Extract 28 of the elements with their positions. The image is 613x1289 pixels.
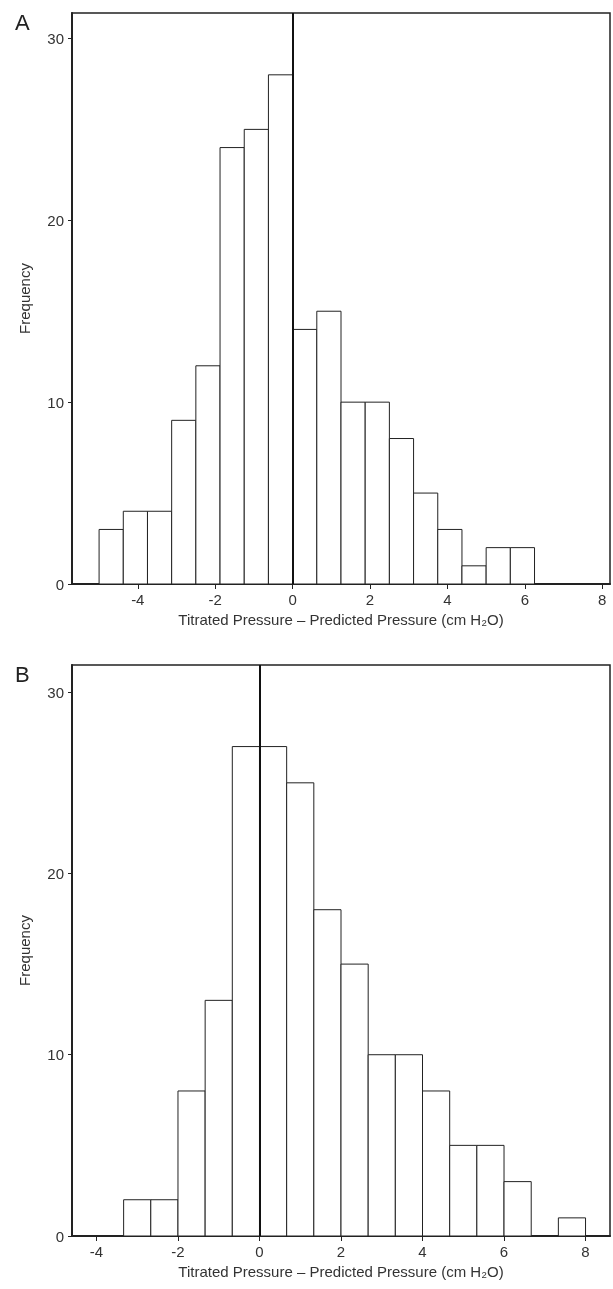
y-tick-label: 20: [47, 211, 64, 229]
x-tick-label: 8: [581, 1243, 590, 1260]
x-tick-label: 0: [255, 1243, 264, 1260]
x-tick-label: 4: [418, 1243, 427, 1260]
y-tick-label: 30: [47, 683, 64, 701]
y-tick-label: 0: [55, 1227, 64, 1245]
y-axis-title: Frequency: [16, 914, 33, 986]
x-axis-title: Titrated Pressure – Predicted Pressure (cm H₂O): [178, 611, 504, 628]
x-tick-label: 4: [443, 591, 452, 608]
x-tick-label: 6: [520, 591, 530, 608]
y-tick-label: 10: [47, 1046, 64, 1064]
y-tick-label: 20: [47, 864, 64, 882]
x-tick-label: -2: [208, 591, 222, 608]
x-tick-label: -2: [171, 1243, 185, 1260]
y-tick-label: 0: [55, 575, 64, 593]
chart-title: A: [15, 9, 30, 35]
x-tick-label: 2: [365, 591, 375, 608]
x-tick-label: 8: [598, 591, 607, 608]
x-tick-label: -4: [131, 591, 145, 608]
x-tick-label: 6: [499, 1243, 509, 1260]
x-tick-label: 0: [288, 591, 297, 608]
x-axis-title: Titrated Pressure – Predicted Pressure (cm H₂O): [178, 1263, 504, 1280]
y-tick-label: 30: [47, 29, 64, 47]
y-tick-label: 10: [47, 393, 64, 411]
x-tick-label: 2: [336, 1243, 346, 1260]
chart-title: B: [15, 661, 30, 687]
y-axis-title: Frequency: [16, 262, 33, 334]
x-tick-label: -4: [89, 1243, 104, 1260]
